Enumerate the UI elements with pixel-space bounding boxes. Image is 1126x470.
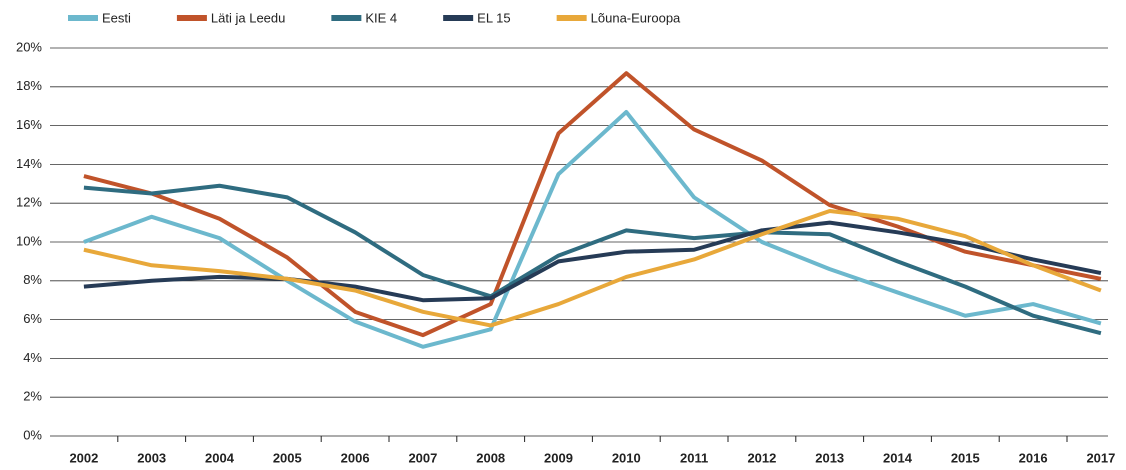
x-tick-label: 2003 <box>137 450 166 465</box>
legend-swatch <box>68 15 98 21</box>
y-tick-label: 16% <box>16 117 42 132</box>
x-tick-label: 2007 <box>408 450 437 465</box>
x-tick-label: 2014 <box>883 450 913 465</box>
legend-label: EL 15 <box>477 10 511 25</box>
legend-label: KIE 4 <box>365 10 397 25</box>
x-tick-label: 2015 <box>951 450 980 465</box>
legend-label: Läti ja Leedu <box>211 10 285 25</box>
y-tick-label: 6% <box>23 311 42 326</box>
y-tick-label: 20% <box>16 39 42 54</box>
x-tick-label: 2010 <box>612 450 641 465</box>
x-tick-label: 2002 <box>69 450 98 465</box>
x-tick-label: 2006 <box>341 450 370 465</box>
legend-swatch <box>556 15 587 21</box>
legend-label: Eesti <box>102 10 131 25</box>
legend-swatch <box>443 15 474 21</box>
y-tick-label: 14% <box>16 156 42 171</box>
x-tick-label: 2005 <box>273 450 302 465</box>
y-tick-label: 2% <box>23 389 42 404</box>
y-tick-label: 18% <box>16 78 42 93</box>
y-tick-label: 8% <box>23 272 42 287</box>
legend-swatch <box>331 15 362 21</box>
x-tick-label: 2011 <box>680 450 708 465</box>
line-series <box>83 220 1102 303</box>
line-series <box>83 110 1102 349</box>
x-tick-label: 2017 <box>1086 450 1115 465</box>
line-series <box>83 208 1102 328</box>
x-tick-label: 2008 <box>476 450 505 465</box>
y-tick-label: 4% <box>23 350 42 365</box>
line-series <box>83 183 1102 336</box>
line-series <box>83 71 1102 338</box>
y-tick-label: 10% <box>16 233 42 248</box>
legend-swatch <box>176 15 207 21</box>
x-tick-label: 2016 <box>1019 450 1048 465</box>
x-tick-label: 2013 <box>815 450 844 465</box>
y-tick-label: 0% <box>23 427 42 442</box>
x-tick-label: 2012 <box>747 450 776 465</box>
x-tick-label: 2004 <box>205 450 235 465</box>
x-tick-label: 2009 <box>544 450 573 465</box>
legend-label: Lõuna-Euroopa <box>591 10 681 25</box>
y-tick-label: 12% <box>16 195 42 210</box>
